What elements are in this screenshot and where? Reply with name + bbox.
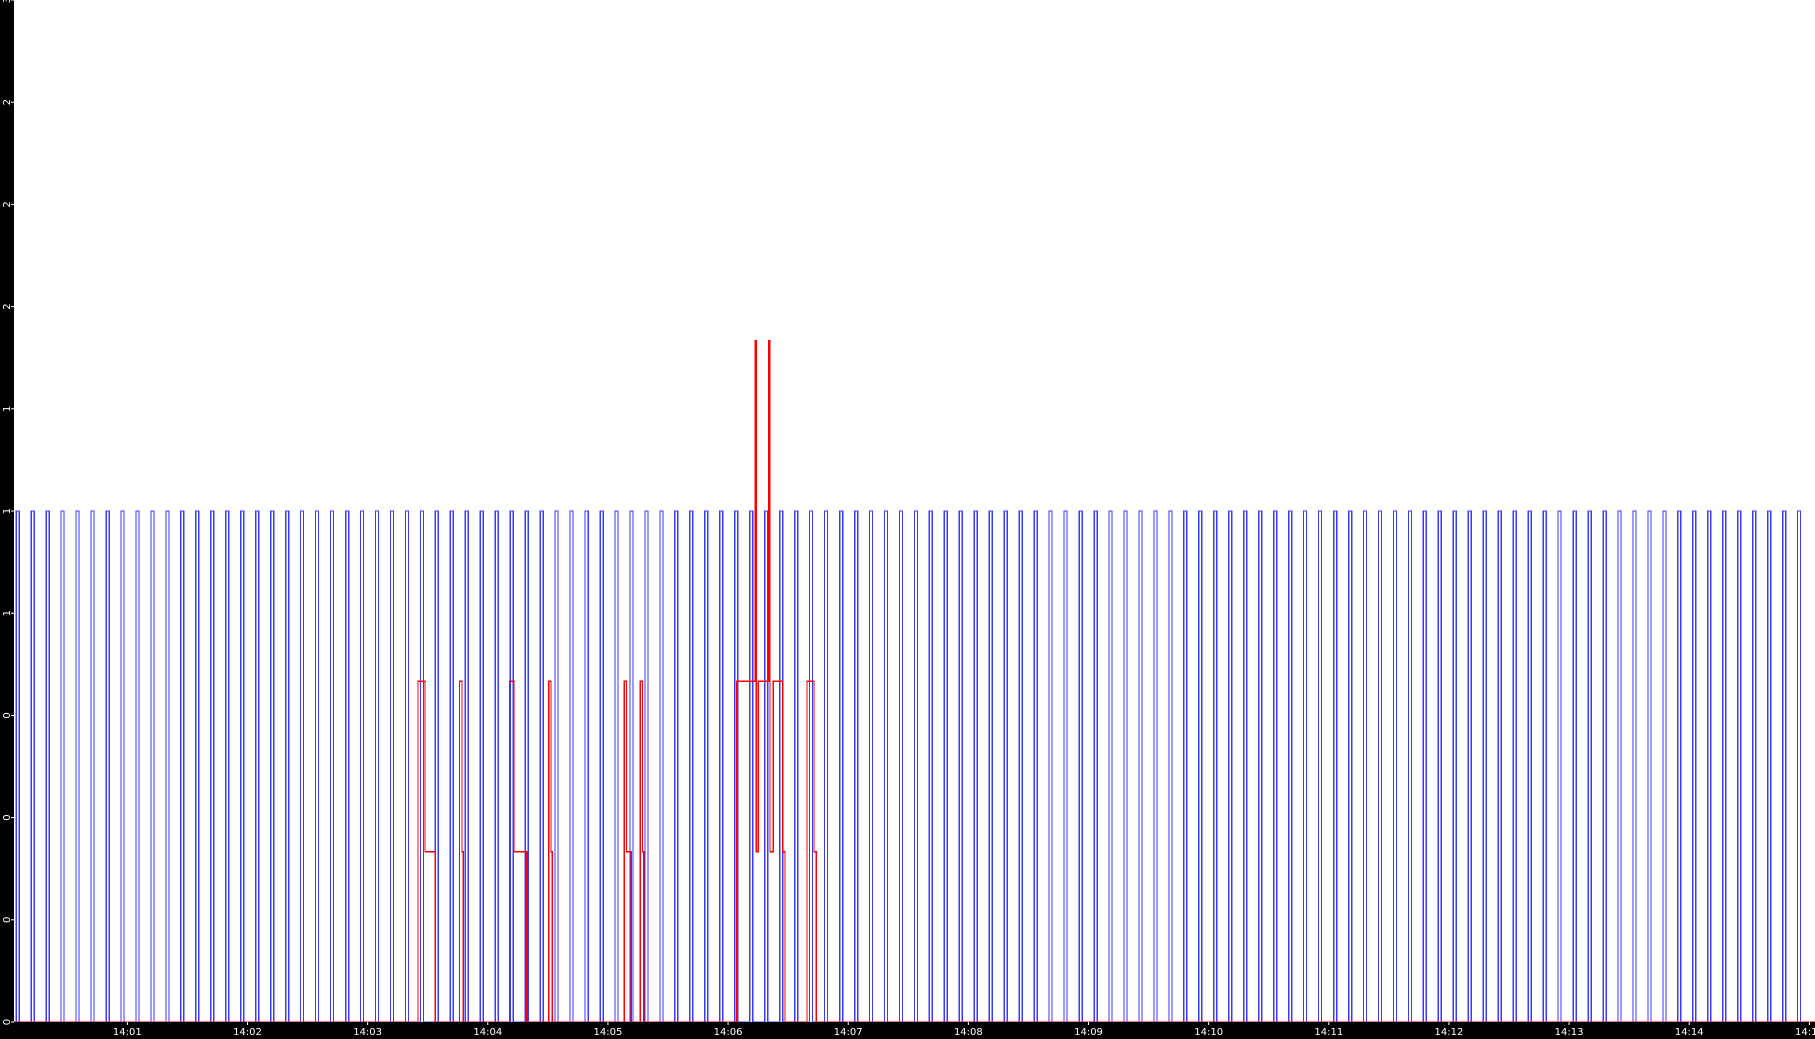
y-tick-label: 1 [2, 508, 13, 514]
y-tick-label: 2 [2, 303, 13, 309]
y-tick-label: 0 [2, 814, 13, 820]
x-tick-label: 14:02 [233, 1027, 262, 1038]
x-tick-label: 14:12 [1435, 1027, 1464, 1038]
x-tick-label: 14:07 [834, 1027, 863, 1038]
x-tick-label: 14:11 [1314, 1027, 1343, 1038]
x-tick-label: 14:04 [473, 1027, 502, 1038]
x-tick-label: 14:03 [353, 1027, 382, 1038]
y-tick-label: 1 [2, 610, 13, 616]
y-tick-label: 2 [2, 201, 13, 207]
x-axis-strip [0, 1022, 1815, 1039]
y-tick-label: 0 [2, 1019, 13, 1025]
y-axis-strip [0, 0, 14, 1022]
x-tick-label: 14:09 [1074, 1027, 1103, 1038]
y-tick-label: 3 [2, 0, 13, 3]
x-tick-label: 14:14 [1675, 1027, 1704, 1038]
y-tick-label: 0 [2, 712, 13, 718]
y-tick-label: 0 [2, 917, 13, 923]
x-tick-label: 14:05 [594, 1027, 623, 1038]
x-tick-label: 14:10 [1194, 1027, 1223, 1038]
x-tick-label: 14:06 [714, 1027, 743, 1038]
x-tick-label: 14:08 [954, 1027, 983, 1038]
x-tick-label: 14:01 [113, 1027, 142, 1038]
x-tick-label: 14:13 [1555, 1027, 1584, 1038]
y-tick-label: 2 [2, 99, 13, 105]
y-tick-label: 1 [2, 406, 13, 412]
x-tick-label: 14:15 [1795, 1027, 1815, 1038]
